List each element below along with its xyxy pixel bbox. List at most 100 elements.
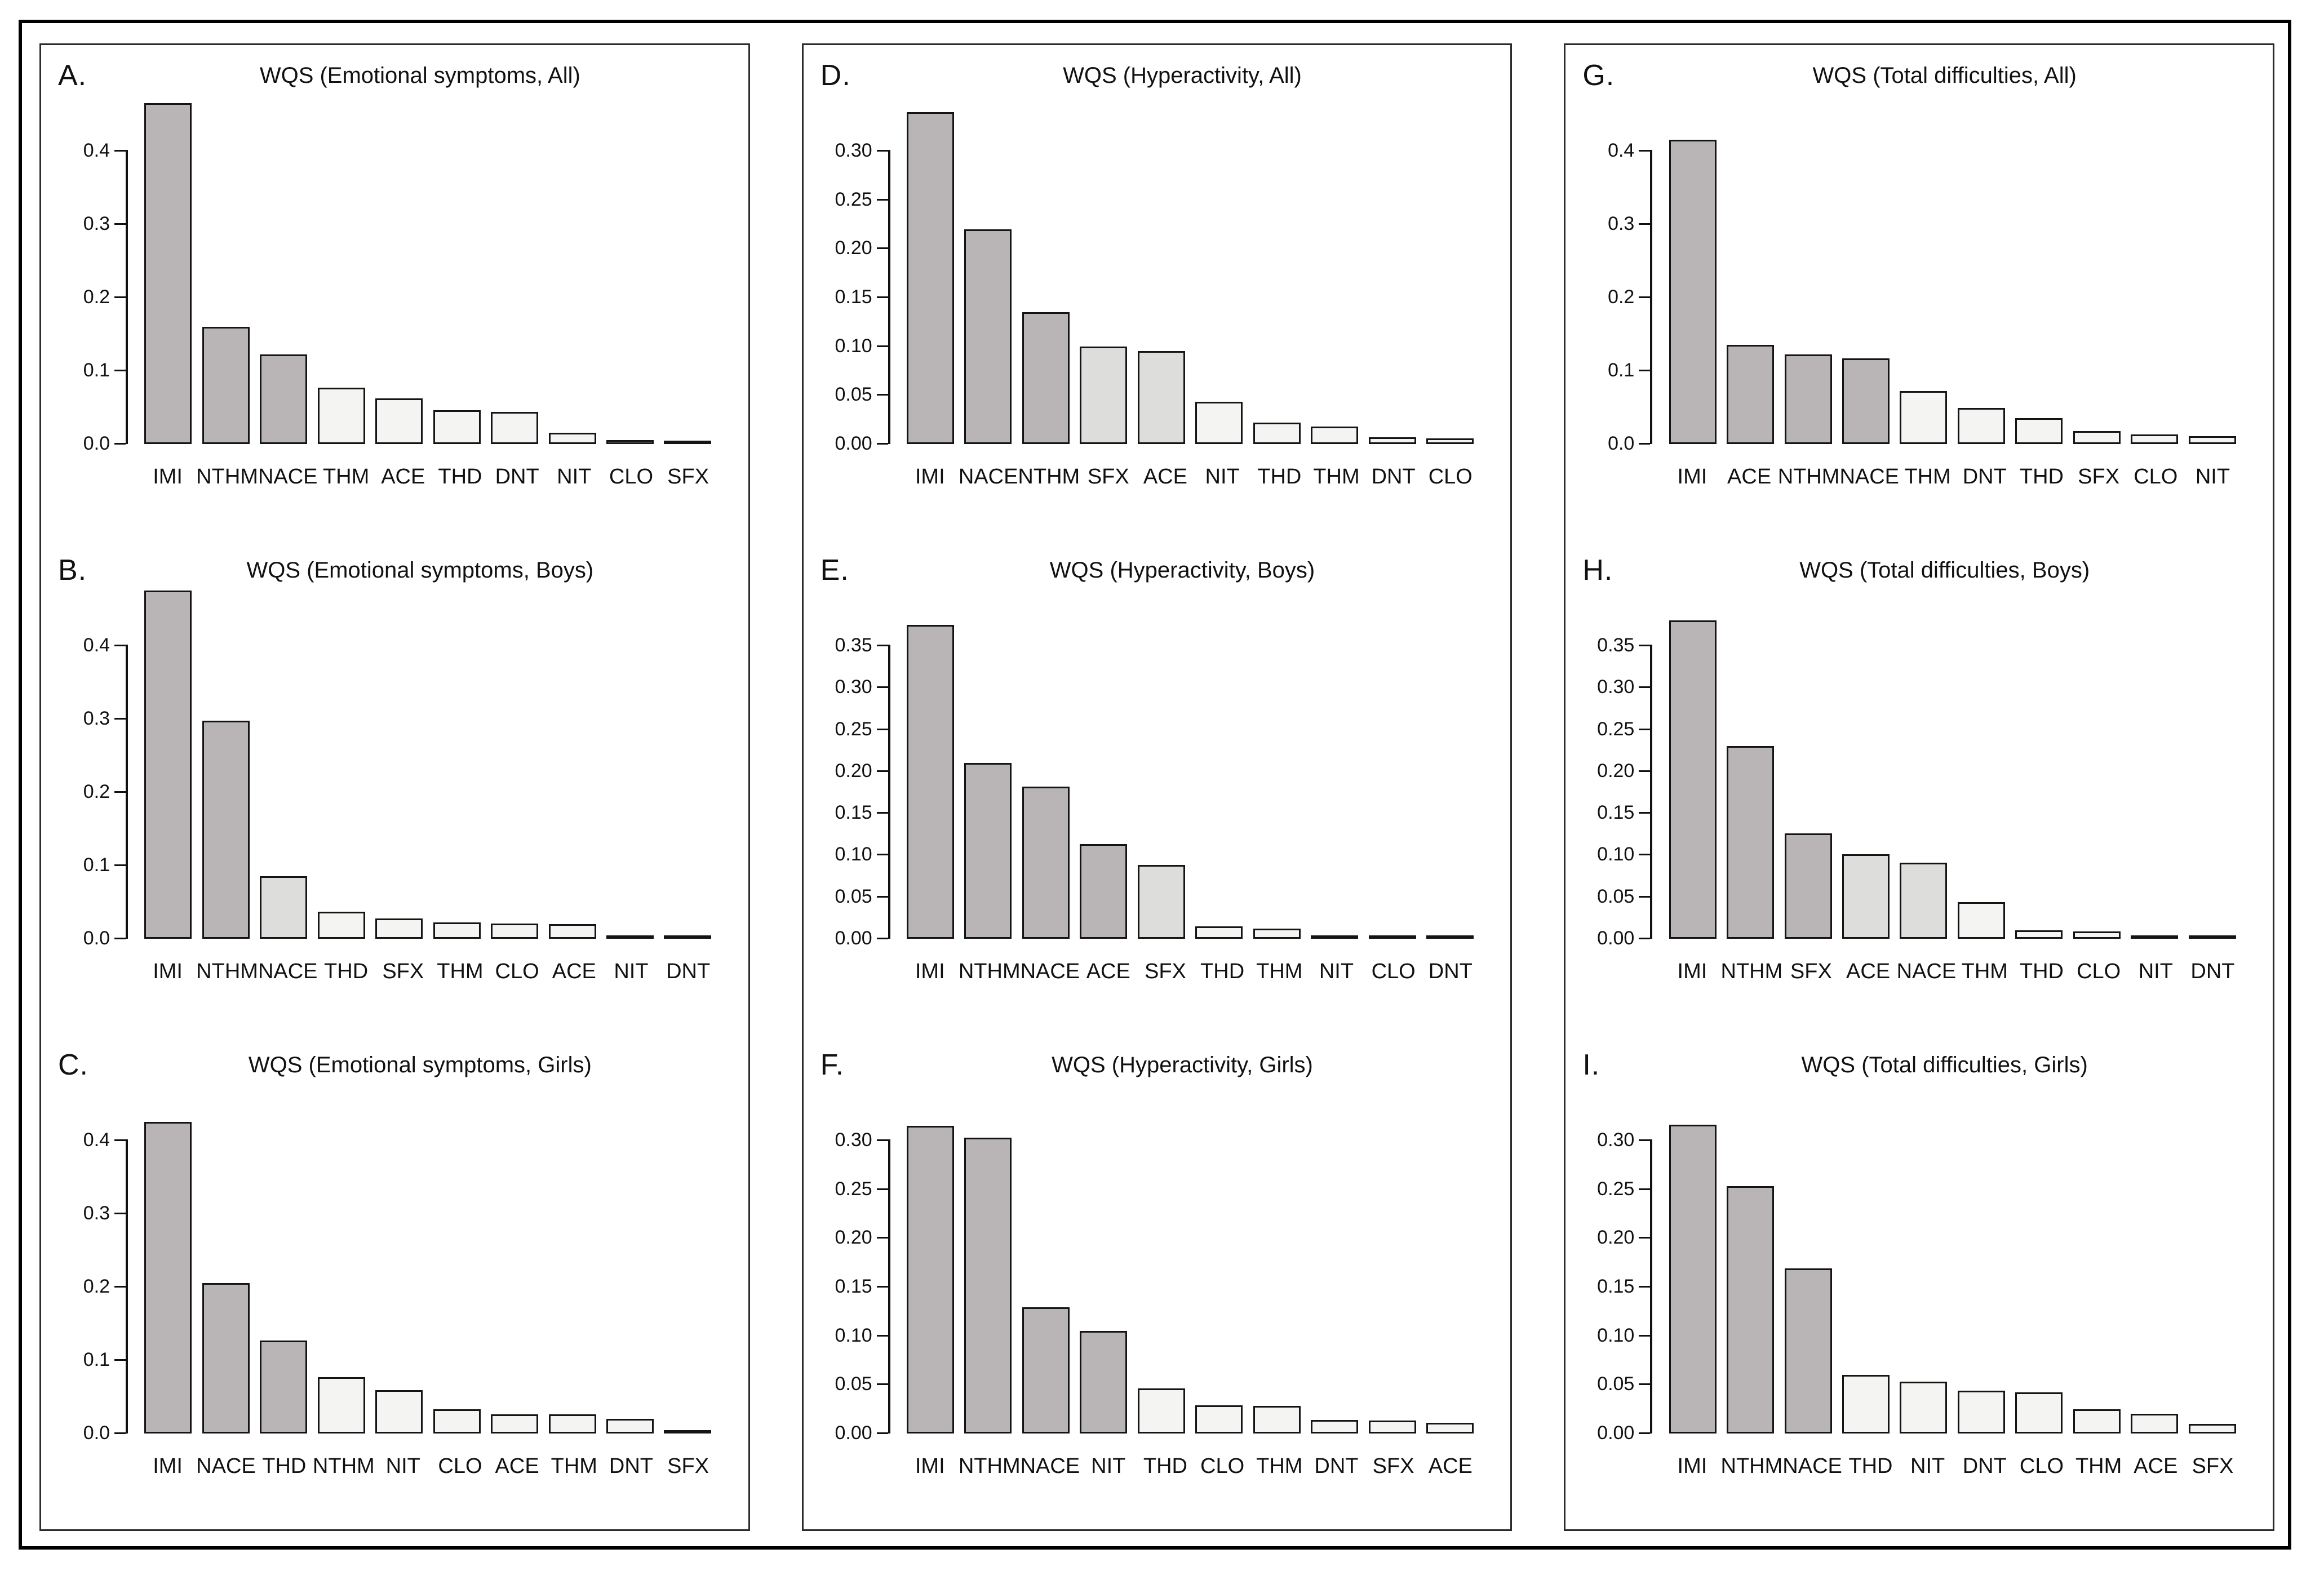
x-label-SFX: SFX bbox=[382, 960, 424, 983]
y-tick-mark bbox=[1639, 895, 1651, 898]
bar-DNT bbox=[1426, 935, 1474, 939]
bar-slot-CLO bbox=[1421, 50, 1479, 444]
bar-slot-IMI bbox=[139, 50, 197, 444]
bar-slot-IMI bbox=[1664, 544, 1721, 939]
y-tick-mark bbox=[876, 296, 888, 298]
x-label-NTHM: NTHM bbox=[196, 465, 258, 489]
x-label-DNT: DNT bbox=[666, 960, 711, 983]
bar-ACE bbox=[2131, 1414, 2179, 1433]
y-tick-label: 0.15 bbox=[835, 1276, 872, 1297]
bar-NIT bbox=[1900, 1382, 1948, 1433]
x-label-ACE: ACE bbox=[1143, 465, 1188, 489]
x-label-THD: THD bbox=[324, 960, 369, 983]
y-tick-mark bbox=[114, 938, 126, 939]
x-label-DNT: DNT bbox=[609, 1454, 654, 1478]
y-tick-label: 0.3 bbox=[83, 213, 110, 234]
chart-title: WQS (Total difficulties, Girls) bbox=[1801, 1053, 2088, 1077]
bar-slot-THM bbox=[1895, 50, 1952, 444]
y-tick-label: 0.15 bbox=[1597, 1276, 1635, 1297]
bar-slot-DNT bbox=[1953, 1039, 2010, 1433]
bar-slot-CLO bbox=[1190, 1039, 1248, 1433]
bar-ACE bbox=[548, 924, 596, 939]
x-label-SFX: SFX bbox=[1790, 960, 1832, 983]
chart-panel-A: A. WQS (Emotional symptoms, All) 0.4 0.3 0.2… bbox=[41, 45, 748, 540]
bar-THM bbox=[2073, 1409, 2121, 1433]
bar-slot-NTHM bbox=[1779, 50, 1837, 444]
y-tick-label: 0.20 bbox=[1597, 760, 1635, 782]
y-tick-mark bbox=[1639, 645, 1651, 646]
bar-slot-NIT bbox=[2126, 544, 2183, 939]
bar-slot-NIT bbox=[601, 544, 659, 939]
bar-THM bbox=[1253, 1406, 1301, 1433]
bar-NIT bbox=[1311, 935, 1359, 939]
y-tick-mark bbox=[1639, 812, 1651, 814]
bar-slot-THD bbox=[1248, 50, 1305, 444]
chart-title: WQS (Hyperactivity, All) bbox=[1063, 63, 1302, 88]
bar-CLO bbox=[2073, 931, 2121, 939]
x-label-CLO: CLO bbox=[438, 1454, 482, 1478]
bar-slot-ACE bbox=[1722, 50, 1779, 444]
x-label-SFX: SFX bbox=[2192, 1454, 2234, 1478]
figure-outer-border bbox=[19, 20, 2291, 1550]
bar-ACE bbox=[1727, 345, 1775, 444]
bar-IMI bbox=[906, 1126, 954, 1433]
bar-DNT bbox=[491, 412, 539, 444]
y-tick-label: 0.30 bbox=[1597, 1129, 1635, 1151]
bar-slot-SFX bbox=[1363, 1039, 1421, 1433]
y-axis-line bbox=[126, 150, 128, 444]
y-tick-mark bbox=[1639, 1139, 1651, 1141]
y-tick-label: 0.10 bbox=[1597, 844, 1635, 866]
bar-slot-THM bbox=[1953, 544, 2010, 939]
x-label-THD: THD bbox=[262, 1454, 307, 1478]
bar-DNT bbox=[1957, 1391, 2005, 1433]
y-tick-mark bbox=[876, 1139, 888, 1141]
y-tick-mark bbox=[1639, 686, 1651, 689]
bar-slot-THM bbox=[1248, 1039, 1305, 1433]
x-label-NIT: NIT bbox=[385, 1454, 420, 1478]
y-tick-mark bbox=[876, 1237, 888, 1239]
x-label-CLO: CLO bbox=[1428, 465, 1473, 489]
x-label-DNT: DNT bbox=[2190, 960, 2235, 983]
y-tick-label: 0.15 bbox=[835, 802, 872, 824]
bar-SFX bbox=[1137, 865, 1185, 939]
chart-title: WQS (Total difficulties, Boys) bbox=[1799, 558, 2090, 583]
y-axis-line bbox=[126, 645, 128, 939]
bars-row bbox=[902, 1039, 1479, 1433]
x-label-CLO: CLO bbox=[2019, 1454, 2064, 1478]
panel-letter-B: B. bbox=[58, 554, 87, 587]
bar-ACE bbox=[1080, 844, 1128, 939]
bar-slot-NACE bbox=[197, 1039, 254, 1433]
bar-ACE bbox=[375, 398, 423, 444]
y-tick-mark bbox=[876, 938, 888, 939]
x-label-NIT: NIT bbox=[1319, 960, 1354, 983]
bar-slot-NTHM bbox=[1017, 50, 1075, 444]
x-label-NIT: NIT bbox=[1205, 465, 1240, 489]
bar-NTHM bbox=[1784, 354, 1832, 444]
y-tick-label: 0.00 bbox=[1597, 1422, 1635, 1444]
y-tick-label: 0.25 bbox=[835, 1178, 872, 1200]
bar-slot-NIT bbox=[1190, 50, 1248, 444]
bar-slot-ACE bbox=[1133, 50, 1190, 444]
bar-slot-THM bbox=[428, 544, 485, 939]
bar-NIT bbox=[2188, 436, 2236, 444]
x-label-NTHM: NTHM bbox=[1720, 960, 1783, 983]
bar-THM bbox=[1311, 427, 1359, 444]
y-tick-label: 0.25 bbox=[1597, 718, 1635, 740]
x-label-DNT: DNT bbox=[1428, 960, 1473, 983]
y-tick-mark bbox=[114, 1359, 126, 1361]
y-tick-mark bbox=[114, 645, 126, 646]
bar-slot-ACE bbox=[370, 50, 428, 444]
x-label-SFX: SFX bbox=[667, 465, 709, 489]
bar-THD bbox=[2015, 930, 2063, 939]
bar-slot-SFX bbox=[1779, 544, 1837, 939]
y-tick-mark bbox=[114, 370, 126, 371]
y-tick-mark bbox=[1639, 1383, 1651, 1386]
bar-slot-NTHM bbox=[197, 544, 254, 939]
y-tick-label: 0.05 bbox=[835, 1373, 872, 1395]
x-label-NTHM: NTHM bbox=[1720, 1454, 1783, 1478]
x-labels-row: IMI NTHM NACE ACE SFX THD THM NIT CLO DNT bbox=[902, 958, 1479, 987]
bar-IMI bbox=[1669, 140, 1717, 444]
x-label-NTHM: NTHM bbox=[958, 1454, 1021, 1478]
bar-NTHM bbox=[1727, 746, 1775, 939]
